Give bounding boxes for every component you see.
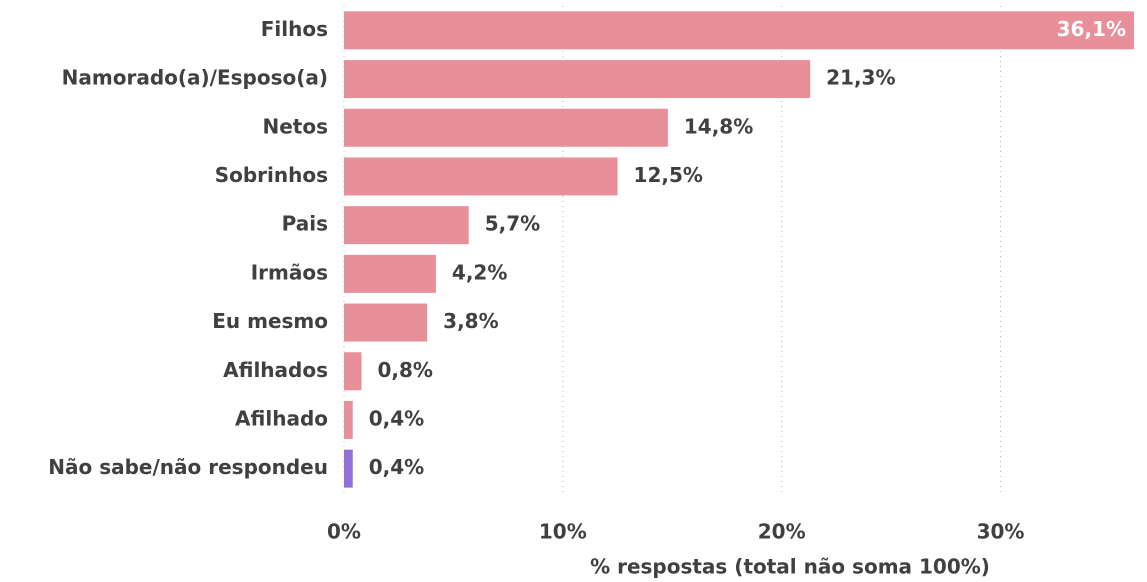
- bar: [344, 11, 1134, 50]
- bar: [344, 352, 362, 391]
- y-tick-label: Pais: [282, 212, 328, 236]
- y-tick-label: Afilhado: [235, 406, 328, 430]
- value-label: 0,4%: [369, 406, 424, 430]
- x-axis-title: % respostas (total não soma 100%): [590, 555, 990, 579]
- x-tick-label: 0%: [327, 520, 361, 544]
- x-tick-label: 20%: [758, 520, 806, 544]
- value-label: 3,8%: [443, 309, 498, 333]
- bar: [344, 400, 353, 439]
- value-label: 0,4%: [369, 455, 424, 479]
- y-tick-label: Não sabe/não respondeu: [48, 455, 328, 479]
- value-label: 0,8%: [378, 358, 433, 382]
- bar: [344, 254, 436, 293]
- bar: [344, 206, 469, 245]
- y-tick-label: Filhos: [261, 17, 328, 41]
- value-label: 12,5%: [634, 163, 703, 187]
- value-label: 4,2%: [452, 260, 507, 284]
- y-tick-label: Namorado(a)/Esposo(a): [62, 66, 328, 90]
- bar: [344, 157, 618, 196]
- x-tick-label: 30%: [977, 520, 1025, 544]
- bar: [344, 449, 353, 488]
- y-tick-label: Eu mesmo: [212, 309, 328, 333]
- y-tick-label: Irmãos: [251, 260, 328, 284]
- bar: [344, 108, 668, 147]
- bar: [344, 60, 811, 99]
- value-label: 5,7%: [485, 212, 540, 236]
- bar: [344, 303, 428, 342]
- y-tick-label: Sobrinhos: [215, 163, 328, 187]
- value-label: 21,3%: [826, 66, 895, 90]
- value-label: 36,1%: [1057, 17, 1126, 41]
- value-label: 14,8%: [684, 114, 753, 138]
- y-tick-label: Netos: [262, 114, 328, 138]
- x-tick-label: 10%: [539, 520, 587, 544]
- y-tick-label: Afilhados: [223, 358, 328, 382]
